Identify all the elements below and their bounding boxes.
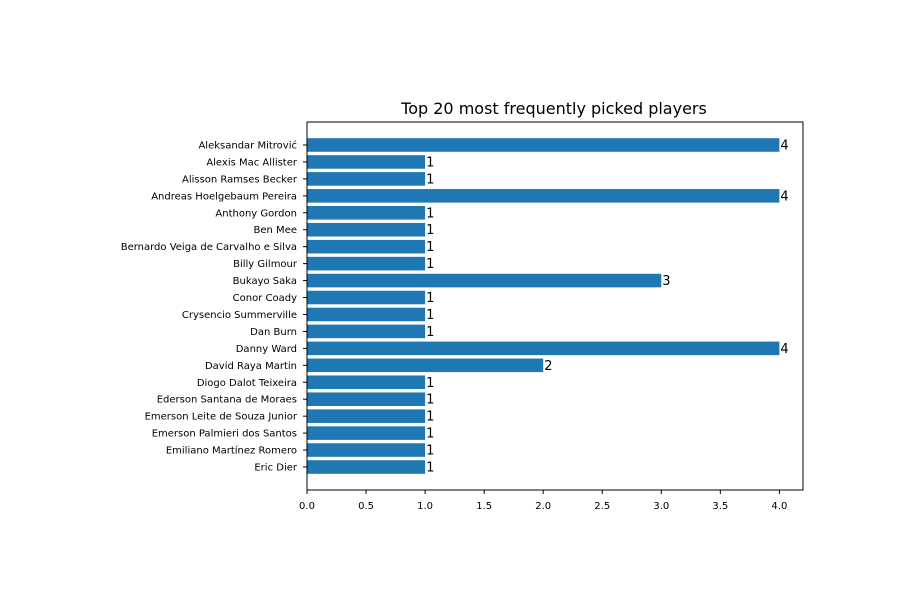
y-tick-label: Eric Dier <box>254 463 298 474</box>
bar <box>307 239 426 254</box>
data-label: 4 <box>780 342 788 357</box>
data-label: 1 <box>426 223 434 238</box>
bar <box>307 290 426 305</box>
y-tick-label: Billy Gilmour <box>233 259 298 270</box>
x-tick-label: 2.0 <box>535 501 551 512</box>
y-tick-label: David Raya Martin <box>205 361 297 372</box>
y-tick-label: Ederson Santana de Moraes <box>157 395 297 406</box>
y-tick-label: Diogo Dalot Teixeira <box>197 378 297 389</box>
bar <box>307 324 426 339</box>
data-label: 1 <box>426 376 434 391</box>
x-tick-label: 1.5 <box>476 501 492 512</box>
data-label: 1 <box>426 257 434 272</box>
x-tick-label: 4.0 <box>771 501 787 512</box>
x-tick-label: 0.0 <box>299 501 315 512</box>
x-tick-label: 2.5 <box>594 501 610 512</box>
plot-frame <box>306 121 804 491</box>
data-labels: 4 1 1 4 1 1 1 1 3 1 1 1 4 2 1 1 1 1 1 1 <box>426 139 789 476</box>
bar <box>307 426 426 440</box>
y-tick-label: Dan Burn <box>250 327 297 338</box>
data-label: 1 <box>426 410 434 425</box>
x-tick-label: 3.5 <box>712 501 728 512</box>
x-tick-label: 0.5 <box>358 501 374 512</box>
bar <box>307 409 426 423</box>
y-tick-label: Danny Ward <box>236 344 297 355</box>
bar <box>307 443 426 457</box>
data-label: 1 <box>426 325 434 340</box>
y-tick-label: Conor Coady <box>233 293 297 304</box>
bar <box>307 256 426 271</box>
bar <box>307 206 426 220</box>
data-label: 4 <box>780 189 788 204</box>
data-label: 1 <box>426 240 434 255</box>
bar <box>307 375 426 390</box>
y-tick-labels: Aleksandar Mitrović Alexis Mac Allister Al… <box>121 140 307 474</box>
bar <box>307 460 426 474</box>
y-tick-label: Bernardo Veiga de Carvalho e Silva <box>121 242 297 253</box>
data-label: 1 <box>426 155 434 170</box>
bar <box>307 138 780 152</box>
bar <box>307 273 662 288</box>
bar <box>307 222 426 237</box>
data-label: 1 <box>426 206 434 221</box>
bars-layer <box>307 138 780 474</box>
x-tick-label: 1.0 <box>417 501 433 512</box>
bar <box>307 341 780 356</box>
data-label: 3 <box>662 274 670 289</box>
chart-title: Top 20 most frequently picked players <box>400 99 707 118</box>
bar <box>307 392 426 406</box>
y-tick-label: Ben Mee <box>254 225 297 236</box>
y-tick-label: Emerson Palmieri dos Santos <box>152 429 297 440</box>
data-label: 1 <box>426 308 434 323</box>
y-tick-label: Alisson Ramses Becker <box>182 174 298 185</box>
y-tick-label: Andreas Hoelgebaum Pereira <box>151 191 297 202</box>
data-label: 2 <box>544 359 552 374</box>
y-tick-label: Crysencio Summerville <box>182 310 297 321</box>
bar <box>307 307 426 322</box>
x-tick-label: 3.0 <box>653 501 669 512</box>
data-label: 1 <box>426 291 434 306</box>
data-label: 4 <box>780 139 788 154</box>
bar <box>307 358 544 373</box>
data-label: 1 <box>426 393 434 408</box>
y-tick-label: Emerson Leite de Souza Junior <box>145 412 298 423</box>
data-label: 1 <box>426 444 434 459</box>
data-label: 1 <box>426 172 434 187</box>
y-tick-label: Emiliano Martínez Romero <box>166 445 297 457</box>
bar <box>307 189 780 203</box>
bar <box>307 155 426 169</box>
x-axis-ticks: 0.0 0.5 1.0 1.5 2.0 2.5 3.0 3.5 4.0 <box>299 490 787 512</box>
data-label: 1 <box>426 427 434 442</box>
y-tick-label: Bukayo Saka <box>233 276 297 287</box>
y-tick-label: Alexis Mac Allister <box>206 157 298 168</box>
y-tick-label: Anthony Gordon <box>215 208 297 219</box>
bar <box>307 172 426 186</box>
data-label: 1 <box>426 461 434 476</box>
y-tick-label: Aleksandar Mitrović <box>198 140 297 152</box>
